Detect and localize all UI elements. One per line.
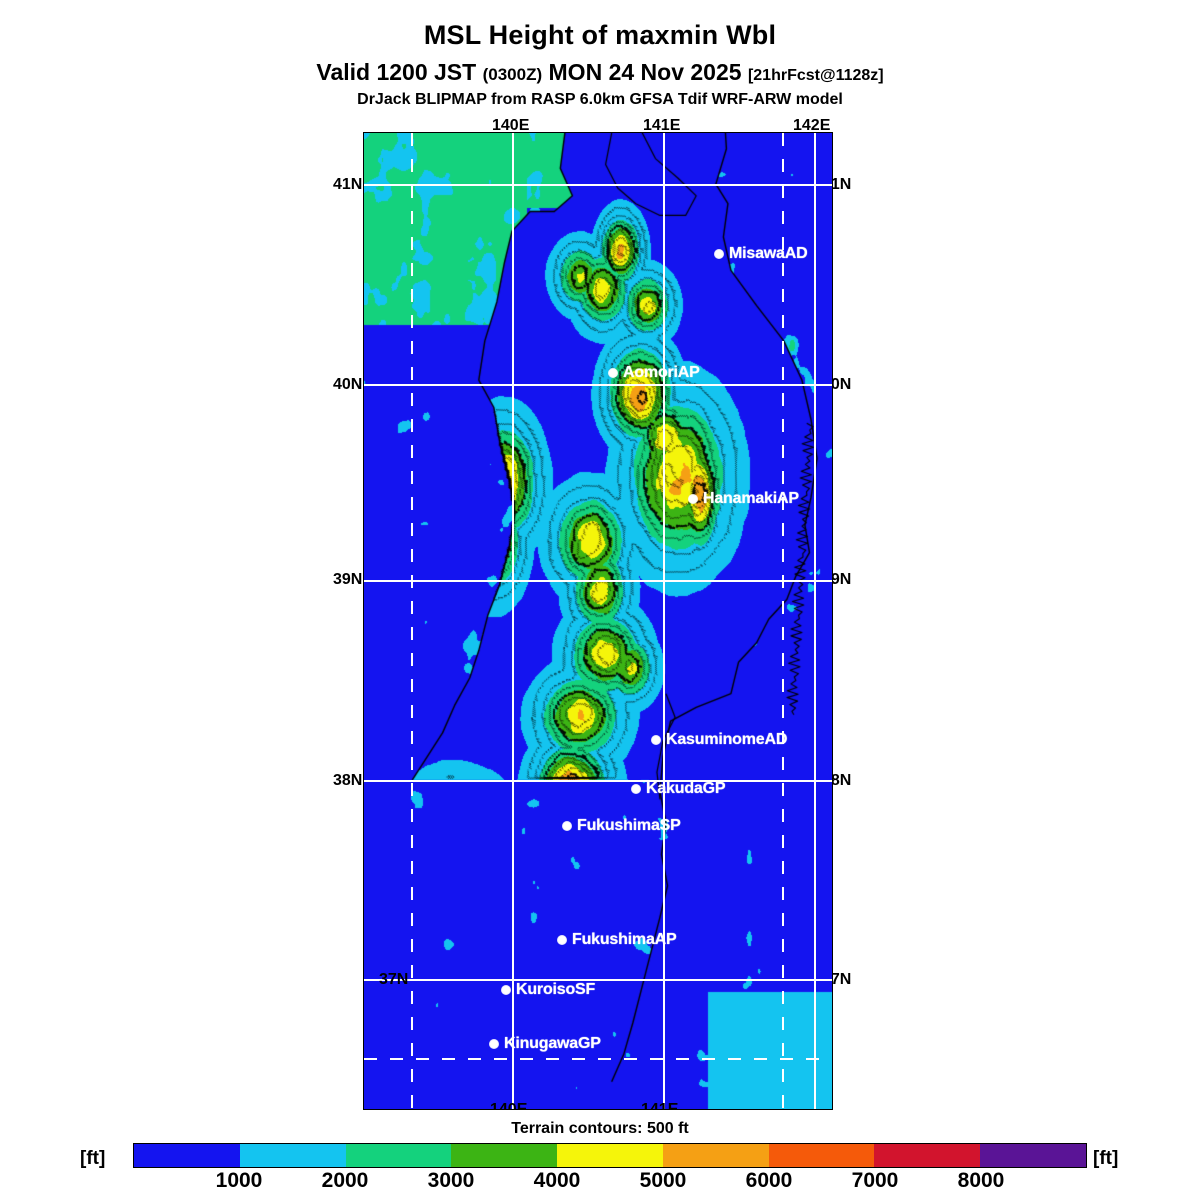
graticule-lat-39n: [364, 580, 832, 582]
station-label: MisawaAD: [729, 245, 808, 262]
domain-box-top-edge: [364, 184, 832, 187]
valid-date: MON 24 Nov 2025: [548, 59, 742, 85]
station-hanamakiap[interactable]: HanamakiAP: [689, 490, 799, 508]
colorbar-swatch-4: [557, 1144, 663, 1167]
lon-label-top-142e: 142E: [793, 117, 831, 134]
valid-time-line: Valid 1200 JST (0300Z) MON 24 Nov 2025 […: [0, 59, 1200, 86]
colorbar: [133, 1143, 1087, 1168]
colorbar-swatch-7: [874, 1144, 981, 1167]
colorbar-tick-7000: 7000: [851, 1169, 899, 1192]
station-fukushimaap[interactable]: FukushimaAP: [558, 931, 677, 949]
graticule-lat-40n: [364, 384, 832, 386]
station-label: FukushimaSP: [577, 817, 681, 834]
colorbar-tick-1000: 1000: [215, 1169, 263, 1192]
domain-box-left-edge: [411, 133, 414, 1109]
terrain-contour-note: Terrain contours: 500 ft: [511, 1120, 689, 1137]
lon-label-bottom-141e: 141E: [641, 1101, 679, 1110]
lat-label-left-38n: 38N: [333, 772, 363, 789]
colorbar-unit-right: [ft]: [1093, 1148, 1119, 1169]
colorbar-swatch-8: [980, 1144, 1087, 1167]
lon-label-top-140e: 140E: [492, 117, 530, 134]
colorbar-tick-3000: 3000: [427, 1169, 475, 1192]
colorbar-swatch-1: [239, 1144, 346, 1167]
colorbar-swatch-0: [134, 1144, 240, 1167]
colorbar-unit-left: [ft]: [80, 1148, 106, 1169]
station-label: AomoriAP: [623, 364, 700, 381]
graticule-lon-141e: [663, 133, 665, 1109]
forecast-map[interactable]: 37N 140E 141E AomoriAP MisawaAD Hanamaki…: [363, 132, 833, 1110]
station-kinugawagp[interactable]: KinugawaGP: [490, 1035, 601, 1053]
colorbar-swatch-3: [451, 1144, 558, 1167]
lat-label-left-40n: 40N: [333, 376, 363, 393]
station-label: KasuminomeAD: [666, 731, 788, 748]
valid-zulu: (0300Z): [482, 65, 543, 84]
station-kakudagp[interactable]: KakudaGP: [632, 780, 726, 798]
title-block: MSL Height of maxmin Wbl Valid 1200 JST …: [0, 0, 1200, 109]
lat-label-left-41n: 41N: [333, 176, 363, 193]
lon-label-top-141e: 141E: [643, 117, 681, 134]
domain-box-bottom-edge: [364, 1058, 832, 1061]
colorbar-swatch-5: [662, 1144, 769, 1167]
colorbar-tick-5000: 5000: [639, 1169, 687, 1192]
station-dot-icon: [502, 986, 510, 994]
station-dot-icon: [715, 250, 723, 258]
station-dot-icon: [632, 785, 640, 793]
graticule-lat-37n: [364, 979, 832, 981]
station-label: KinugawaGP: [504, 1035, 601, 1052]
station-label: KuroisoSF: [516, 981, 596, 998]
colorbar-swatch-2: [345, 1144, 452, 1167]
station-dot-icon: [689, 495, 697, 503]
station-fukushimasp[interactable]: FukushimaSP: [563, 817, 681, 835]
domain-box-right-edge: [782, 133, 785, 1109]
colorbar-tick-2000: 2000: [321, 1169, 369, 1192]
graticule-lat-38n: [364, 780, 832, 782]
station-kasuminomead[interactable]: KasuminomeAD: [652, 731, 787, 749]
station-label: HanamakiAP: [703, 490, 799, 507]
station-dot-icon: [652, 736, 660, 744]
station-dot-icon: [609, 369, 617, 377]
station-dot-icon: [490, 1040, 498, 1048]
station-kuroisosf[interactable]: KuroisoSF: [502, 981, 595, 999]
forecast-tag: [21hrFcst@1128z]: [747, 67, 884, 84]
station-dot-icon: [558, 936, 566, 944]
lat-label-inmap-37n: 37N: [379, 971, 409, 988]
colorbar-tick-8000: 8000: [957, 1169, 1005, 1192]
colorbar-tick-6000: 6000: [745, 1169, 793, 1192]
valid-prefix: Valid 1200 JST: [316, 59, 477, 85]
colorbar-tick-4000: 4000: [533, 1169, 581, 1192]
graticule-lon-140e: [512, 133, 514, 1109]
station-dot-icon: [563, 822, 571, 830]
station-label: KakudaGP: [646, 780, 726, 797]
station-label: FukushimaAP: [572, 931, 677, 948]
station-misawaad[interactable]: MisawaAD: [715, 245, 808, 263]
graticule-lon-142e: [814, 133, 816, 1109]
map-raster: [364, 133, 832, 1109]
page-title: MSL Height of maxmin Wbl: [423, 20, 777, 50]
colorbar-tick-labels: 1000 2000 3000 4000 5000 6000 7000 8000: [133, 1169, 1087, 1199]
station-aomoriap[interactable]: AomoriAP: [609, 364, 700, 382]
model-line: DrJack BLIPMAP from RASP 6.0km GFSA Tdif…: [357, 91, 843, 108]
lon-label-bottom-140e: 140E: [490, 1101, 528, 1110]
colorbar-swatch-6: [768, 1144, 875, 1167]
lat-label-left-39n: 39N: [333, 571, 363, 588]
